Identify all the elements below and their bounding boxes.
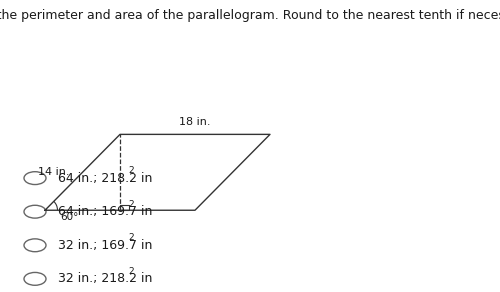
Text: 32 in.; 218.2 in: 32 in.; 218.2 in (58, 272, 152, 285)
Text: 2: 2 (128, 267, 134, 276)
Text: 64 in.; 169.7 in: 64 in.; 169.7 in (58, 205, 152, 218)
Text: 14 in.: 14 in. (38, 167, 70, 177)
Text: 32 in.; 169.7 in: 32 in.; 169.7 in (58, 239, 152, 252)
Text: 2: 2 (128, 200, 134, 209)
Text: 60°: 60° (60, 212, 78, 222)
Text: 2: 2 (128, 234, 134, 242)
Text: Find the perimeter and area of the parallelogram. Round to the nearest tenth if : Find the perimeter and area of the paral… (0, 9, 500, 22)
Text: 64 in.; 218.2 in: 64 in.; 218.2 in (58, 172, 152, 185)
Text: 18 in.: 18 in. (179, 117, 211, 127)
Text: 2: 2 (128, 166, 134, 175)
